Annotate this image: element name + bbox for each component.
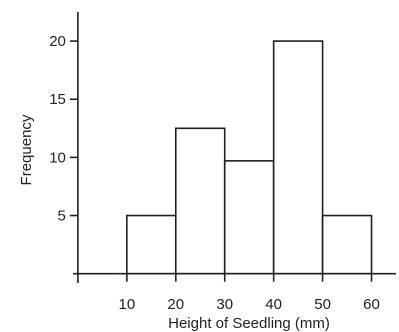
x-tick-label-60: 60 — [363, 296, 380, 313]
histogram-bar-5 — [321, 214, 373, 275]
y-axis-label: Frequency — [18, 114, 35, 185]
ticks-group: 5 10 15 20 10 20 30 40 50 60 — [49, 33, 380, 313]
histogram-bar-2 — [174, 127, 226, 275]
histogram-bar-3 — [223, 160, 275, 275]
x-tick-label-40: 40 — [265, 296, 282, 313]
bars-group — [126, 40, 373, 275]
y-tick-label-15: 15 — [49, 91, 66, 108]
histogram-bar-1 — [126, 214, 177, 275]
x-axis-label: Height of Seedling (mm) — [168, 315, 330, 332]
x-tick-label-50: 50 — [314, 296, 331, 313]
y-tick-label-5: 5 — [58, 208, 66, 225]
y-tick-label-20: 20 — [49, 33, 66, 50]
histogram-bar-4 — [272, 40, 324, 275]
y-tick-label-10: 10 — [49, 149, 66, 166]
x-tick-label-10: 10 — [118, 296, 135, 313]
x-tick-label-30: 30 — [216, 296, 233, 313]
x-tick-label-20: 20 — [167, 296, 184, 313]
